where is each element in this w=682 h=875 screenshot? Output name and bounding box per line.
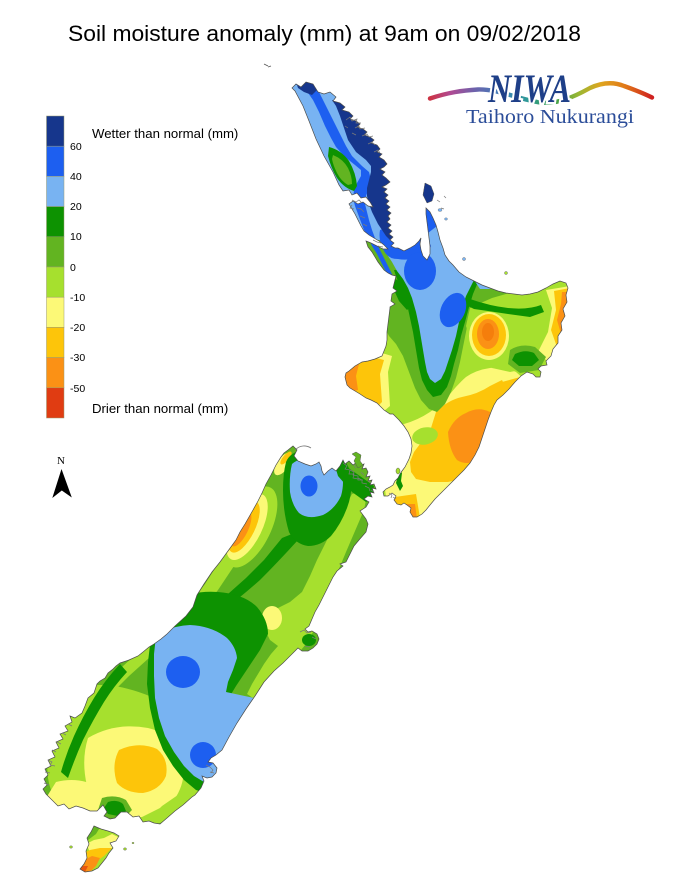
svg-text:Taihoro Nukurangi: Taihoro Nukurangi xyxy=(466,106,634,128)
svg-text:-50: -50 xyxy=(70,383,85,395)
svg-text:NIWA: NIWA xyxy=(487,66,571,111)
svg-text:-20: -20 xyxy=(70,322,85,334)
svg-text:0: 0 xyxy=(70,262,76,274)
svg-text:10: 10 xyxy=(70,231,82,243)
svg-text:-30: -30 xyxy=(70,352,85,364)
svg-text:Soil moisture anomaly (mm) at: Soil moisture anomaly (mm) at 9am on 09/… xyxy=(68,21,581,46)
svg-text:Wetter than normal (mm): Wetter than normal (mm) xyxy=(92,126,238,141)
svg-text:N: N xyxy=(57,455,65,467)
svg-text:40: 40 xyxy=(70,171,82,183)
svg-text:-10: -10 xyxy=(70,292,85,304)
svg-text:Drier than normal (mm): Drier than normal (mm) xyxy=(92,401,228,416)
svg-text:20: 20 xyxy=(70,201,82,213)
svg-text:60: 60 xyxy=(70,141,82,153)
